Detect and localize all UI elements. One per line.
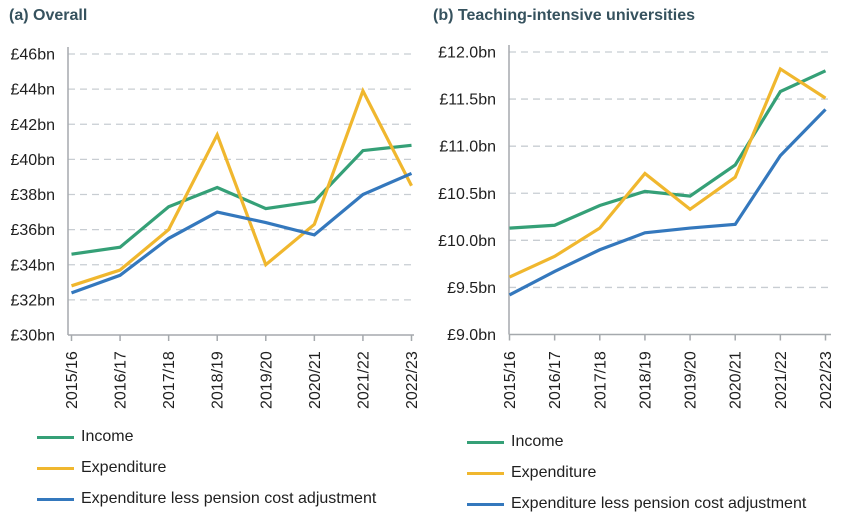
expenditure-line: [508, 66, 827, 279]
x-axis-label: 2017/18: [161, 351, 178, 409]
y-axis-label: £9.5bn: [447, 280, 496, 297]
legend-item-income: Income: [467, 433, 806, 451]
legend-swatch-expenditure-less-pension: [467, 502, 504, 506]
x-axis-label: 2019/20: [258, 351, 275, 409]
y-axis-label: £42bn: [11, 117, 56, 134]
y-axis-label: £10.5bn: [438, 186, 496, 203]
expenditure-line: [71, 86, 413, 288]
x-axis-label: 2021/22: [773, 351, 790, 409]
x-axis-label: 2015/16: [502, 351, 519, 409]
legend-swatch-expenditure: [37, 466, 74, 470]
x-axis-label: 2020/21: [728, 351, 745, 409]
legend-swatch-expenditure: [467, 471, 504, 475]
y-axis-label: £46bn: [11, 47, 56, 64]
x-axis-label: 2016/17: [547, 351, 564, 409]
y-axis-label: £30bn: [11, 328, 56, 345]
legend-item-income: Income: [37, 428, 376, 446]
x-axis-label: 2020/21: [307, 351, 324, 409]
x-axis-label: 2018/19: [210, 351, 227, 409]
legend-label: Expenditure less pension cost adjustment: [81, 490, 377, 507]
x-axis-label: 2021/22: [355, 351, 372, 409]
legend-item-expenditure-less-pension: Expenditure less pension cost adjustment: [37, 490, 376, 508]
legend-item-expenditure: Expenditure: [467, 464, 806, 482]
expenditure-less-pension-line: [508, 108, 827, 297]
x-axis-label: 2017/18: [592, 351, 609, 409]
x-axis-label: 2018/19: [637, 351, 654, 409]
panel-teaching-intensive: (b) Teaching-intensive universities £9.0…: [424, 0, 848, 522]
y-axis-label: £10.0bn: [438, 233, 496, 250]
panel-overall: (a) Overall £30bn £32bn £34bn £36bn £38bn £40…: [9, 7, 422, 508]
x-axis-label: 2015/16: [64, 351, 81, 409]
legend-swatch-income: [467, 440, 504, 444]
y-axis-label: £11.0bn: [439, 139, 496, 156]
overall-line-chart: £30bn £32bn £34bn £36bn £38bn £40bn £42bn £44bn…: [11, 47, 422, 410]
expenditure-less-pension-line: [70, 171, 413, 295]
legend-label: Expenditure less pension cost adjustment: [511, 495, 807, 512]
y-axis-label: £40bn: [11, 152, 56, 169]
y-axis-label: £34bn: [11, 257, 56, 274]
legend-label: Income: [81, 428, 134, 445]
chart-title-overall: (a) Overall: [9, 7, 88, 24]
x-axis-label: 2022/23: [404, 351, 421, 409]
legend-swatch-expenditure-less-pension: [37, 497, 74, 501]
y-axis-label: £36bn: [11, 222, 56, 239]
legend-swatch-income: [37, 435, 74, 439]
x-axis-label: 2019/20: [683, 351, 700, 409]
y-axis-label: £38bn: [11, 187, 56, 204]
y-axis-label: £9.0bn: [447, 327, 496, 344]
legend-label: Expenditure: [81, 459, 167, 476]
y-axis-label: £12.0bn: [438, 45, 496, 62]
legend-item-expenditure: Expenditure: [37, 459, 376, 477]
legend-item-expenditure-less-pension: Expenditure less pension cost adjustment: [467, 495, 806, 513]
teaching-intensive-line-chart: £9.0bn £9.5bn £10.0bn £10.5bn £11.0bn £11.5bn…: [438, 45, 835, 410]
income-line: [509, 69, 827, 230]
y-axis-label: £44bn: [11, 82, 56, 99]
chart-title-teaching-intensive: (b) Teaching-intensive universities: [433, 7, 695, 24]
y-axis-label: £32bn: [11, 292, 56, 309]
y-axis-label: £11.5bn: [439, 92, 496, 109]
legend-teaching-intensive: Income Expenditure Expenditure less pensio…: [467, 433, 806, 513]
x-axis-label: 2016/17: [113, 351, 130, 409]
legend-overall: Income Expenditure Expenditure less pensio…: [37, 428, 376, 508]
legend-label: Expenditure: [511, 464, 597, 481]
legend-label: Income: [511, 433, 564, 450]
x-axis-label: 2022/23: [818, 351, 835, 409]
